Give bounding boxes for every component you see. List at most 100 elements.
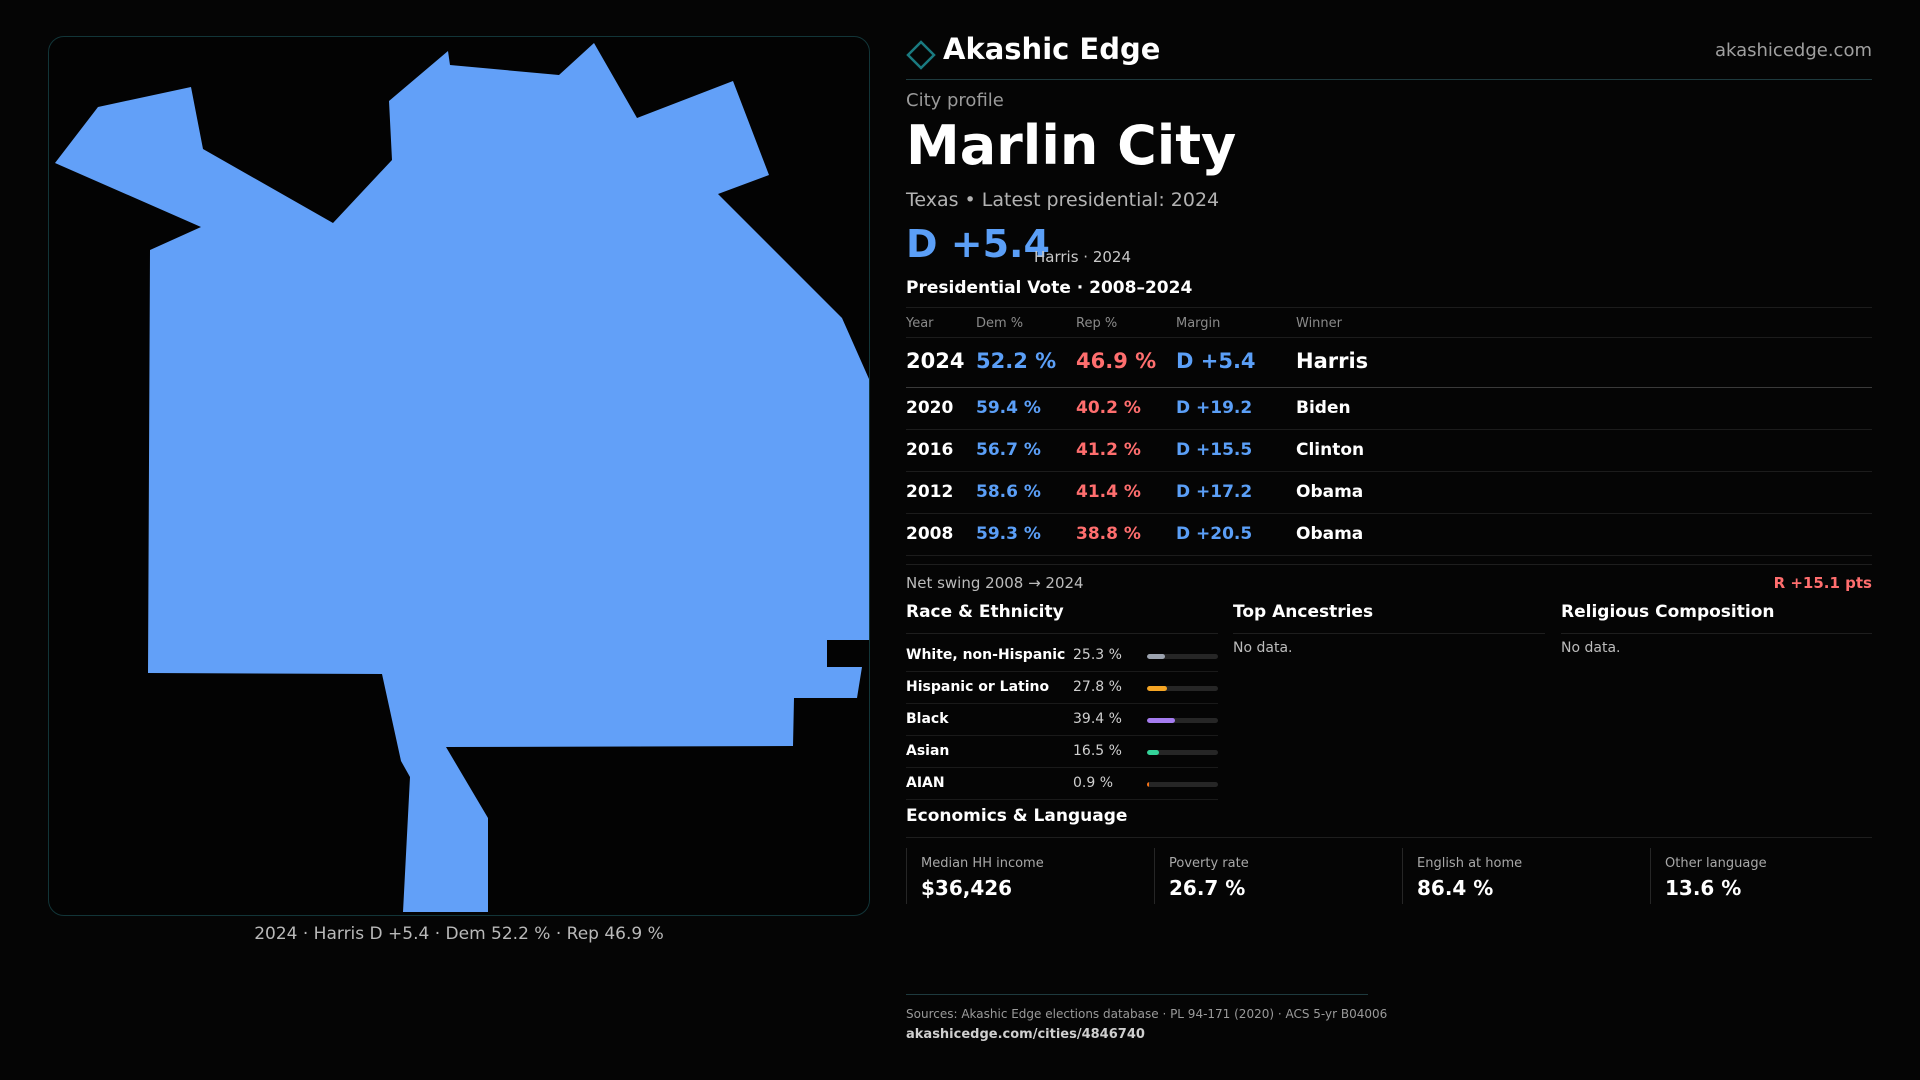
race-bar-track bbox=[1147, 782, 1218, 787]
diamond-outline-icon[interactable] bbox=[906, 40, 936, 74]
column-header-dem: Dem % bbox=[976, 316, 1024, 331]
row-year: 2024 bbox=[906, 349, 965, 373]
ancestries-section-title: Top Ancestries bbox=[1233, 602, 1545, 634]
row-winner: Biden bbox=[1296, 398, 1351, 418]
row-margin: D +17.2 bbox=[1176, 482, 1253, 502]
presidential-vote-table: Year Dem % Rep % Margin Winner 2024 52.2… bbox=[906, 308, 1872, 556]
race-pct: 25.3 % bbox=[1073, 647, 1122, 663]
city-map-panel[interactable] bbox=[48, 36, 870, 916]
econ-cell-english: English at home 86.4 % bbox=[1402, 848, 1650, 904]
table-header-row: Year Dem % Rep % Margin Winner bbox=[906, 308, 1872, 338]
brand-url-link[interactable]: akashicedge.com bbox=[1714, 40, 1872, 61]
econ-value: 26.7 % bbox=[1169, 876, 1246, 900]
footer-sources: Sources: Akashic Edge elections database… bbox=[906, 1007, 1388, 1021]
net-swing-label: Net swing 2008 → 2024 bbox=[906, 574, 1084, 592]
row-rep-pct: 38.8 % bbox=[1076, 524, 1141, 544]
race-section-title: Race & Ethnicity bbox=[906, 602, 1218, 634]
row-rep-pct: 46.9 % bbox=[1076, 349, 1157, 373]
net-swing-value: R +15.1 pts bbox=[1773, 574, 1872, 592]
row-rep-pct: 40.2 % bbox=[1076, 398, 1141, 418]
list-item: Black 39.4 % bbox=[906, 704, 1218, 736]
econ-label: English at home bbox=[1417, 856, 1523, 871]
table-row: 2024 52.2 % 46.9 % D +5.4 Harris bbox=[906, 338, 1872, 388]
row-margin: D +19.2 bbox=[1176, 398, 1253, 418]
list-item: White, non-Hispanic 25.3 % bbox=[906, 640, 1218, 672]
race-bar-fill bbox=[1147, 686, 1167, 691]
row-dem-pct: 56.7 % bbox=[976, 440, 1041, 460]
econ-label: Median HH income bbox=[921, 856, 1044, 871]
profile-label: City profile bbox=[906, 90, 1004, 111]
headline-margin: D +5.4 bbox=[906, 222, 1050, 266]
race-name: Black bbox=[906, 711, 949, 727]
race-bar-fill bbox=[1147, 750, 1159, 755]
race-bar-track bbox=[1147, 750, 1218, 755]
row-winner: Obama bbox=[1296, 482, 1364, 502]
page-footer: Sources: Akashic Edge elections database… bbox=[906, 994, 1387, 1042]
race-name: Asian bbox=[906, 743, 950, 759]
city-subtitle: Texas • Latest presidential: 2024 bbox=[906, 189, 1220, 211]
row-dem-pct: 58.6 % bbox=[976, 482, 1041, 502]
row-margin: D +15.5 bbox=[1176, 440, 1253, 460]
column-header-rep: Rep % bbox=[1076, 316, 1118, 331]
net-swing-row: Net swing 2008 → 2024 R +15.1 pts bbox=[906, 564, 1872, 600]
list-item: Hispanic or Latino 27.8 % bbox=[906, 672, 1218, 704]
row-winner: Obama bbox=[1296, 524, 1364, 544]
column-header-winner: Winner bbox=[1296, 316, 1343, 331]
econ-value: 86.4 % bbox=[1417, 876, 1494, 900]
econ-cell-other-language: Other language 13.6 % bbox=[1650, 848, 1872, 904]
row-margin: D +20.5 bbox=[1176, 524, 1253, 544]
race-pct: 27.8 % bbox=[1073, 679, 1122, 695]
race-bar-fill bbox=[1147, 654, 1165, 659]
map-caption: 2024 · Harris D +5.4 · Dem 52.2 % · Rep … bbox=[254, 924, 664, 944]
column-header-margin: Margin bbox=[1176, 316, 1221, 331]
economics-grid: Median HH income $36,426 Poverty rate 26… bbox=[906, 848, 1872, 908]
race-bar-fill bbox=[1147, 718, 1175, 723]
race-name: White, non-Hispanic bbox=[906, 647, 1066, 663]
row-winner: Clinton bbox=[1296, 440, 1365, 460]
race-name: AIAN bbox=[906, 775, 945, 791]
econ-value: 13.6 % bbox=[1665, 876, 1742, 900]
race-bar-fill bbox=[1147, 782, 1149, 787]
race-bar-track bbox=[1147, 654, 1218, 659]
race-pct: 39.4 % bbox=[1073, 711, 1122, 727]
religion-empty-text: No data. bbox=[1561, 640, 1621, 656]
city-boundary-map bbox=[55, 43, 869, 912]
table-row: 2012 58.6 % 41.4 % D +17.2 Obama bbox=[906, 472, 1872, 514]
econ-cell-poverty: Poverty rate 26.7 % bbox=[1154, 848, 1402, 904]
row-winner: Harris bbox=[1296, 349, 1369, 373]
footer-url-link[interactable]: akashicedge.com/cities/4846740 bbox=[906, 1027, 1145, 1042]
economics-section-title: Economics & Language bbox=[906, 806, 1872, 838]
column-header-year: Year bbox=[906, 316, 934, 331]
headline-note: Harris · 2024 bbox=[1034, 248, 1132, 266]
brand-name[interactable]: Akashic Edge bbox=[943, 32, 1161, 66]
ancestries-empty-text: No data. bbox=[1233, 640, 1293, 656]
list-item: AIAN 0.9 % bbox=[906, 768, 1218, 800]
religion-section-title: Religious Composition bbox=[1561, 602, 1872, 634]
row-year: 2016 bbox=[906, 440, 954, 460]
race-list: White, non-Hispanic 25.3 % Hispanic or L… bbox=[906, 640, 1218, 800]
presidential-section-title: Presidential Vote · 2008–2024 bbox=[906, 278, 1872, 308]
econ-value: $36,426 bbox=[921, 876, 1013, 900]
row-year: 2008 bbox=[906, 524, 954, 544]
econ-label: Other language bbox=[1665, 856, 1767, 871]
race-pct: 16.5 % bbox=[1073, 743, 1122, 759]
race-name: Hispanic or Latino bbox=[906, 679, 1050, 695]
list-item: Asian 16.5 % bbox=[906, 736, 1218, 768]
econ-cell-income: Median HH income $36,426 bbox=[906, 848, 1154, 904]
row-rep-pct: 41.2 % bbox=[1076, 440, 1141, 460]
row-margin: D +5.4 bbox=[1176, 349, 1256, 373]
row-year: 2020 bbox=[906, 398, 954, 418]
table-row: 2020 59.4 % 40.2 % D +19.2 Biden bbox=[906, 388, 1872, 430]
econ-label: Poverty rate bbox=[1169, 856, 1249, 871]
table-row: 2016 56.7 % 41.2 % D +15.5 Clinton bbox=[906, 430, 1872, 472]
race-bar-track bbox=[1147, 718, 1218, 723]
page-title: Marlin City bbox=[906, 114, 1237, 177]
row-rep-pct: 41.4 % bbox=[1076, 482, 1141, 502]
race-bar-track bbox=[1147, 686, 1218, 691]
table-row: 2008 59.3 % 38.8 % D +20.5 Obama bbox=[906, 514, 1872, 556]
row-dem-pct: 59.4 % bbox=[976, 398, 1041, 418]
city-boundary-shape bbox=[55, 43, 869, 912]
brand-header: Akashic Edge akashicedge.com bbox=[906, 30, 1872, 80]
row-dem-pct: 52.2 % bbox=[976, 349, 1057, 373]
row-dem-pct: 59.3 % bbox=[976, 524, 1041, 544]
